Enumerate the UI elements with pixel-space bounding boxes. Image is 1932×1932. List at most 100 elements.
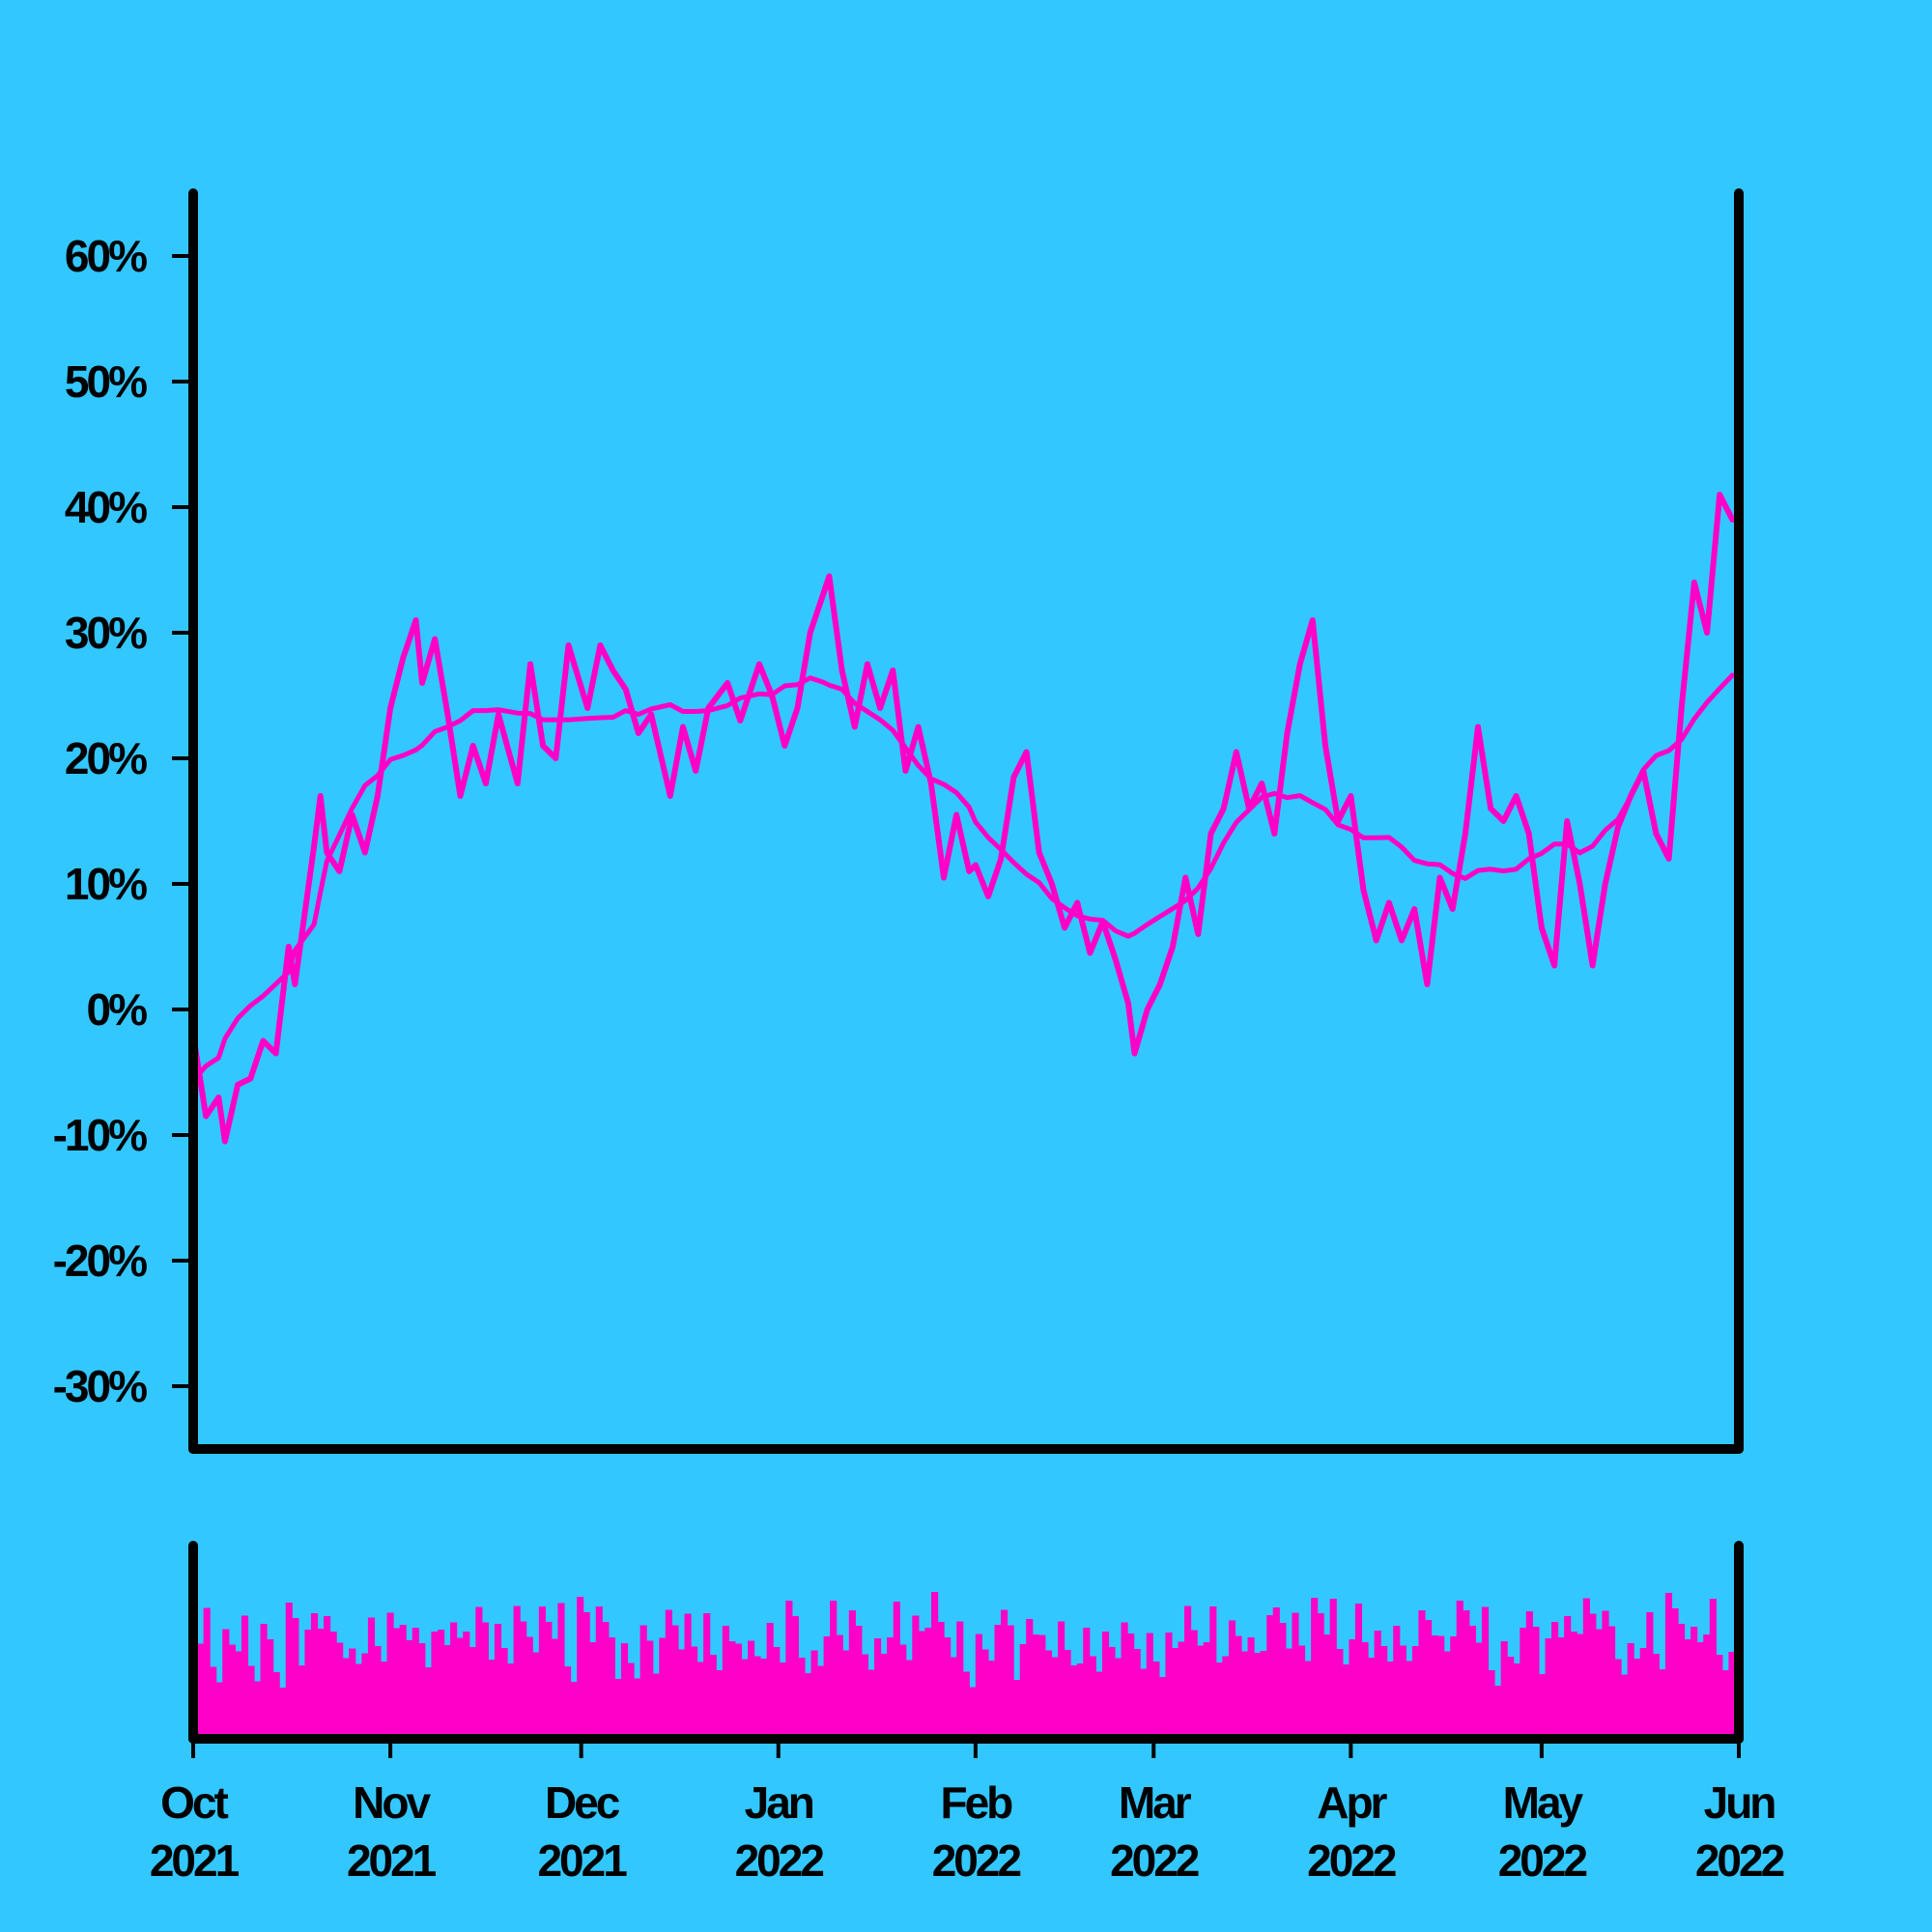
volume-bar (861, 1654, 869, 1739)
volume-bar (1001, 1609, 1009, 1739)
volume-bar (634, 1678, 641, 1739)
volume-bar (1646, 1612, 1654, 1739)
volume-bar (1443, 1651, 1451, 1739)
volume-bar (324, 1616, 331, 1739)
volume-bar (1399, 1645, 1406, 1739)
x-tick-month: Dec (545, 1777, 620, 1828)
volume-bar (520, 1621, 527, 1739)
volume-bar (981, 1649, 989, 1739)
volume-bar (1684, 1639, 1691, 1739)
volume-bar (931, 1592, 939, 1739)
volume-bar (1127, 1634, 1135, 1739)
x-tick-year: 2021 (150, 1835, 240, 1886)
volume-bar (1329, 1599, 1337, 1739)
volume-bar (1152, 1662, 1160, 1739)
volume-bar (855, 1626, 863, 1739)
volume-bar (381, 1662, 388, 1739)
volume-bar (292, 1618, 299, 1739)
volume-bar (1393, 1626, 1401, 1739)
volume-bar (1241, 1651, 1249, 1739)
volume-bar (842, 1650, 850, 1739)
volume-bar (1076, 1663, 1084, 1739)
volume-bar (582, 1612, 590, 1739)
volume-bar (1406, 1661, 1413, 1739)
volume-bar (1551, 1622, 1559, 1739)
volume-bar (810, 1650, 818, 1739)
volume-bar (1494, 1686, 1502, 1739)
volume-bar (564, 1666, 572, 1739)
volume-bar (1064, 1650, 1071, 1739)
volume-bar (804, 1673, 812, 1739)
volume-bar (595, 1606, 603, 1739)
volume-bar (532, 1652, 540, 1739)
volume-bar (994, 1625, 1002, 1739)
volume-bar (1513, 1663, 1520, 1739)
volume-bar (912, 1615, 920, 1739)
volume-bar (1247, 1637, 1255, 1739)
volume-bar (1165, 1633, 1173, 1739)
volume-bar (1690, 1627, 1698, 1739)
volume-bar (1266, 1615, 1274, 1739)
volume-bar (1089, 1656, 1096, 1739)
volume-bar (627, 1662, 635, 1739)
volume-bar (298, 1665, 305, 1739)
volume-bar (1507, 1657, 1515, 1739)
volume-bar (1285, 1648, 1293, 1739)
volume-bar (646, 1640, 654, 1739)
volume-bar (1222, 1656, 1230, 1739)
volume-bar (1215, 1662, 1223, 1739)
volume-bar (734, 1643, 743, 1739)
volume-bar (210, 1666, 217, 1739)
volume-bar (1336, 1649, 1344, 1739)
return-series-line (190, 492, 1736, 1145)
volume-bar (722, 1626, 729, 1739)
y-tick-label: -10% (53, 1110, 147, 1160)
volume-bar (1007, 1625, 1014, 1739)
volume-bar (589, 1642, 597, 1739)
volume-bar (1602, 1610, 1609, 1739)
volume-bar (1582, 1598, 1590, 1739)
volume-bar (709, 1655, 717, 1739)
volume-bar (867, 1669, 875, 1739)
volume-bar (551, 1638, 559, 1739)
volume-bar (481, 1622, 489, 1739)
volume-bar (1437, 1635, 1445, 1739)
volume-bar (969, 1687, 977, 1739)
volume-bar (1456, 1601, 1463, 1739)
volume-bar (1709, 1599, 1717, 1739)
volume-bar (222, 1629, 230, 1739)
volume-bar (1146, 1633, 1153, 1739)
volume-bar (1545, 1638, 1552, 1739)
volume-bar (691, 1646, 698, 1739)
volume-bar (393, 1628, 401, 1739)
volume-bar (987, 1661, 996, 1739)
volume-bar (817, 1665, 825, 1739)
volume-bar (899, 1644, 907, 1739)
volume-bar (329, 1632, 337, 1739)
volume-bar (1652, 1654, 1660, 1739)
volume-bar (1101, 1632, 1110, 1739)
volume-bar (1279, 1623, 1287, 1739)
x-tick-year: 2022 (735, 1835, 824, 1886)
x-axis-ticks: Oct 2021 Nov 2021 Dec 2021 Jan 2022 Feb 2022 Mar 20… (150, 1739, 1787, 1886)
volume-bar (1158, 1677, 1166, 1739)
volume-bar (1342, 1664, 1350, 1739)
volume-bar (748, 1640, 755, 1739)
y-tick-label: -20% (53, 1236, 147, 1286)
volume-bar (1178, 1641, 1185, 1739)
volume-bar (1051, 1657, 1059, 1739)
volume-bar (507, 1663, 515, 1739)
volume-bar (317, 1629, 325, 1739)
volume-bar (944, 1637, 952, 1739)
volume-bar (285, 1603, 293, 1739)
volume-bar (1664, 1593, 1673, 1739)
x-tick-month: Jan (745, 1777, 813, 1828)
volume-bar (1488, 1670, 1495, 1739)
volume-bar (241, 1615, 249, 1739)
volume-bar (1298, 1645, 1306, 1739)
volume-bar (798, 1658, 806, 1739)
volume-bar (671, 1625, 679, 1739)
volume-bar (203, 1607, 211, 1739)
volume-bar (475, 1606, 483, 1739)
